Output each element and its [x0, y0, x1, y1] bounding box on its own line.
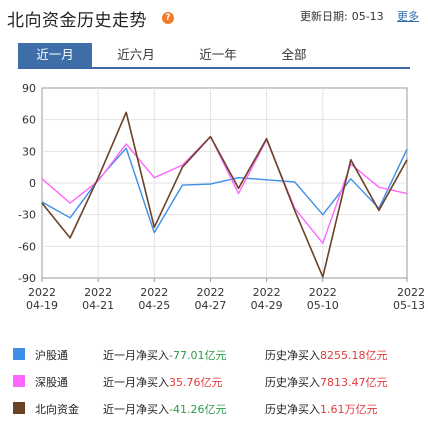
- y-tick-label: -90: [18, 272, 36, 285]
- hist-net-label: 历史净买入: [265, 376, 320, 389]
- period-tabs: 近一月 近六月 近一年 全部: [18, 43, 410, 69]
- month-net-label: 近一月净买入: [103, 349, 169, 362]
- y-tick-label: 0: [29, 177, 36, 190]
- legend-month-net: 近一月净买入-41.26亿元: [103, 401, 226, 417]
- tab-six-months[interactable]: 近六月: [117, 47, 155, 62]
- x-tick-date: 04-21: [82, 299, 114, 312]
- tab-one-month[interactable]: 近一月: [18, 43, 92, 67]
- legend-swatch: [13, 375, 25, 387]
- legend-month-net: 近一月净买入35.76亿元: [103, 374, 223, 390]
- legend-hist-net: 历史净买入8255.18亿元: [265, 347, 388, 363]
- tab-one-year[interactable]: 近一年: [199, 47, 237, 62]
- x-tick-year: 2022: [28, 286, 56, 299]
- legend-row-sh: 沪股通 近一月净买入-77.01亿元 历史净买入8255.18亿元: [0, 342, 428, 368]
- x-tick-date: 04-19: [26, 299, 58, 312]
- legend-row-north: 北向资金 近一月净买入-41.26亿元 历史净买入1.61万亿元: [0, 396, 428, 422]
- x-tick-date: 04-25: [138, 299, 170, 312]
- line-chart: 9060300-30-60-90202204-19202204-21202204…: [18, 82, 425, 312]
- x-tick-date: 04-27: [194, 299, 226, 312]
- series-line-3: [41, 111, 408, 278]
- y-tick-label: -30: [18, 209, 36, 222]
- month-net-value: 35.76亿元: [169, 376, 223, 389]
- y-tick-label: 30: [22, 145, 36, 158]
- legend-series-name: 沪股通: [35, 349, 68, 362]
- legend-swatch: [13, 402, 25, 414]
- month-net-value: -77.01亿元: [169, 349, 227, 362]
- x-tick-date: 05-13: [393, 299, 425, 312]
- x-tick-year: 2022: [84, 286, 112, 299]
- x-tick-year: 2022: [253, 286, 281, 299]
- header: 北向资金历史走势 ? 更新日期: 05-13 更多: [0, 0, 428, 34]
- x-tick-year: 2022: [397, 286, 425, 299]
- y-tick-label: -60: [18, 240, 36, 253]
- hist-net-label: 历史净买入: [265, 403, 320, 416]
- y-tick-label: 60: [22, 114, 36, 127]
- legend-month-net: 近一月净买入-77.01亿元: [103, 347, 226, 363]
- page-title: 北向资金历史走势: [7, 11, 147, 31]
- update-date: 更新日期: 05-13: [300, 8, 384, 24]
- legend-series-name: 深股通: [35, 376, 68, 389]
- legend-row-sz: 深股通 近一月净买入35.76亿元 历史净买入7813.47亿元: [0, 369, 428, 395]
- x-tick-date: 05-10: [307, 299, 339, 312]
- hist-net-value: 1.61万亿元: [320, 403, 378, 416]
- x-tick-year: 2022: [140, 286, 168, 299]
- tab-all[interactable]: 全部: [281, 47, 307, 62]
- y-tick-label: 90: [22, 82, 36, 95]
- month-net-label: 近一月净买入: [103, 403, 169, 416]
- hist-net-value: 7813.47亿元: [320, 376, 388, 389]
- x-tick-year: 2022: [309, 286, 337, 299]
- more-link[interactable]: 更多: [397, 10, 419, 23]
- month-net-label: 近一月净买入: [103, 376, 169, 389]
- update-date-label: 更新日期:: [300, 10, 348, 23]
- x-tick-year: 2022: [196, 286, 224, 299]
- legend-swatch: [13, 348, 25, 360]
- x-tick-date: 04-29: [251, 299, 283, 312]
- month-net-value: -41.26亿元: [169, 403, 227, 416]
- legend-series-name: 北向资金: [35, 403, 79, 416]
- update-date-value: 05-13: [351, 10, 384, 23]
- help-icon[interactable]: ?: [162, 12, 174, 24]
- legend-hist-net: 历史净买入1.61万亿元: [265, 401, 378, 417]
- hist-net-value: 8255.18亿元: [320, 349, 388, 362]
- hist-net-label: 历史净买入: [265, 349, 320, 362]
- legend-hist-net: 历史净买入7813.47亿元: [265, 374, 388, 390]
